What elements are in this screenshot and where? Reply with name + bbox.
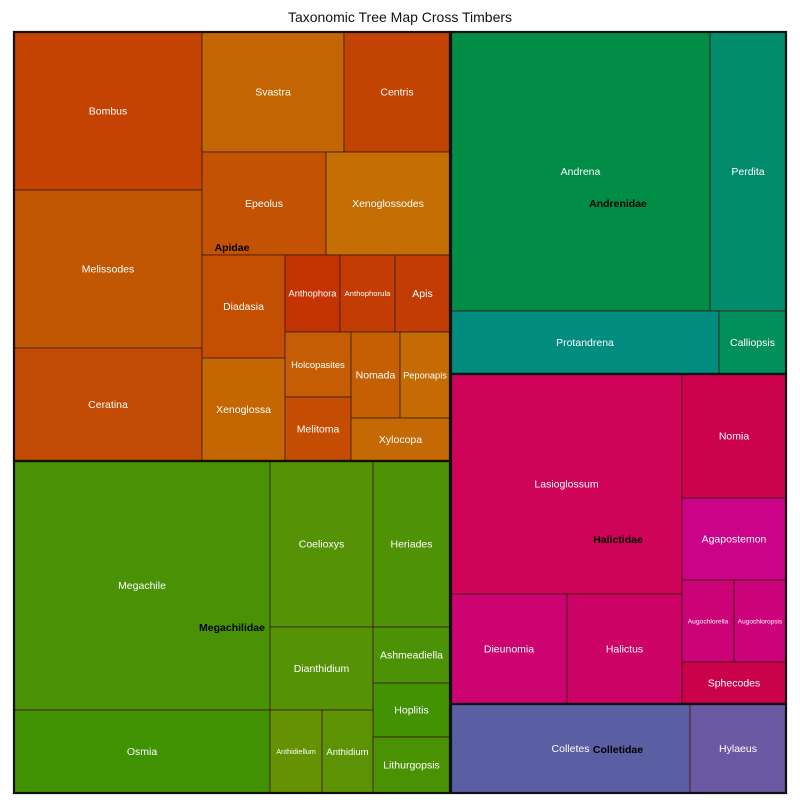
tile-label-dianthidium: Dianthidium <box>294 663 350 675</box>
tile-label-hoplitis: Hoplitis <box>394 705 428 717</box>
tile-calliopsis <box>718 310 787 375</box>
tile-svastra <box>201 31 345 153</box>
tile-apis <box>394 254 451 333</box>
group-apidae: Bombus Melissodes Ceratina Svastra Centris Ep… <box>13 31 451 462</box>
tile-anthophora <box>284 254 341 333</box>
tile-label-melissodes: Melissodes <box>82 264 135 276</box>
tile-anthidium <box>321 709 374 794</box>
tile-label-perdita: Perdita <box>731 166 764 178</box>
tile-label-agapostemon: Agapostemon <box>702 534 767 546</box>
group-border-colletidae <box>449 702 788 795</box>
tile-label-bombus: Bombus <box>89 106 128 118</box>
tile-protandrena <box>450 310 720 375</box>
chart-title: Taxonomic Tree Map Cross Timbers <box>287 9 513 25</box>
tile-nomia <box>681 373 787 499</box>
tile-label-anthophorula: Anthophorula <box>345 289 392 298</box>
tile-ashmeadiella <box>372 626 451 684</box>
tile-label-halictus: Halictus <box>606 644 643 656</box>
tile-label-xenoglossa: Xenoglossa <box>216 404 271 416</box>
tile-label-coelioxys: Coelioxys <box>299 539 345 551</box>
group-label-apidae: Apidae <box>214 242 249 254</box>
tile-sphecodes <box>681 661 787 705</box>
tile-epeolus <box>201 151 327 256</box>
tile-label-holcopasites: Holcopasites <box>291 359 345 370</box>
group-andrenidae: Andrena Perdita Protandrena Calliopsis <box>450 31 787 375</box>
tile-andrena <box>450 31 711 312</box>
tile-colletes <box>450 703 691 794</box>
tile-label-anthophora: Anthophora <box>289 289 338 299</box>
tile-peponapis <box>399 331 451 419</box>
group-label-megachilidae: Megachilidae <box>199 622 265 634</box>
tile-perdita <box>709 31 787 312</box>
tile-label-nomada: Nomada <box>356 370 396 382</box>
group-label-andrenidae: Andrenidae <box>589 198 647 210</box>
tile-megachile <box>13 460 271 711</box>
tile-label-centris: Centris <box>380 87 413 99</box>
tile-label-xenoglossodes: Xenoglossodes <box>352 198 424 210</box>
tile-label-lasioglossum: Lasioglossum <box>534 479 598 491</box>
tile-hylaeus <box>689 703 787 794</box>
tile-nomada <box>350 331 401 419</box>
tile-label-anthidium: Anthidium <box>326 747 368 758</box>
tile-label-lithurgopsis: Lithurgopsis <box>383 760 440 772</box>
tile-label-augochlorella: Augochlorella <box>688 618 729 625</box>
tile-label-hylaeus: Hylaeus <box>719 743 757 755</box>
tile-label-colletes: Colletes <box>552 743 590 755</box>
group-label-halictidae: Halictidae <box>593 534 643 546</box>
tile-label-nomia: Nomia <box>719 431 750 443</box>
tile-melitoma <box>284 396 352 462</box>
tile-label-megachile: Megachile <box>118 580 166 592</box>
group-colletidae: Colletes Hylaeus <box>450 703 787 794</box>
tile-label-dieunomia: Dieunomia <box>484 644 534 656</box>
tile-label-ceratina: Ceratina <box>88 399 128 411</box>
tile-label-melitoma: Melitoma <box>297 424 340 436</box>
tile-label-calliopsis: Calliopsis <box>730 337 775 349</box>
tile-lasioglossum <box>450 373 683 595</box>
tile-label-andrena: Andrena <box>561 166 601 178</box>
tile-label-xylocopa: Xylocopa <box>379 434 422 446</box>
tile-dianthidium <box>269 626 374 711</box>
tile-label-heriades: Heriades <box>390 539 432 551</box>
tile-halictus <box>566 593 683 705</box>
tile-label-apis: Apis <box>412 288 432 300</box>
tile-anthophorula <box>339 254 396 333</box>
tile-label-peponapis: Peponapis <box>403 370 447 380</box>
tile-label-osmia: Osmia <box>127 746 157 758</box>
tile-label-sphecodes: Sphecodes <box>708 678 761 690</box>
tile-augochloropsis <box>733 579 787 663</box>
tile-xenoglossa <box>201 357 286 462</box>
tile-label-epeolus: Epeolus <box>245 198 283 210</box>
tile-centris <box>343 31 451 153</box>
tile-label-protandrena: Protandrena <box>556 337 614 349</box>
tile-label-diadasia: Diadasia <box>223 301 264 313</box>
tile-label-anthidiellum: Anthidiellum <box>276 747 316 756</box>
tile-dieunomia <box>450 593 568 705</box>
tile-diadasia <box>201 254 286 359</box>
group-halictidae: Lasioglossum Nomia Agapostemon Dieunomia Hal… <box>450 373 787 705</box>
tile-xenoglossodes <box>325 151 451 256</box>
tile-heriades <box>372 460 451 628</box>
group-label-colletidae: Colletidae <box>593 744 643 756</box>
tile-xylocopa <box>350 417 451 462</box>
tile-label-ashmeadiella: Ashmeadiella <box>380 650 443 662</box>
tile-label-svastra: Svastra <box>255 87 291 99</box>
tile-ceratina <box>13 347 203 462</box>
tile-label-augochloropsis: Augochloropsis <box>738 618 783 625</box>
